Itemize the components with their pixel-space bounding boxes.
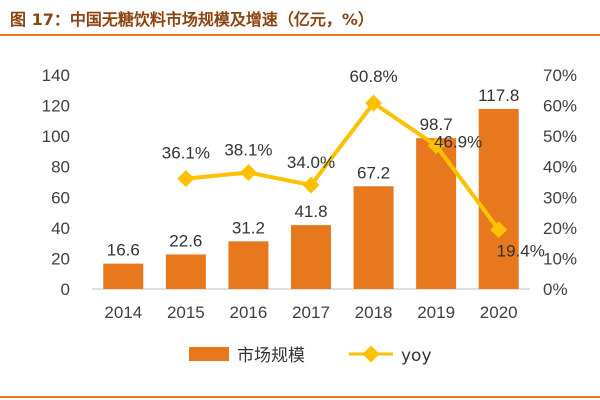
left-axis-ticks: 0 20 40 60 80 100 120 140 [42,66,70,299]
bar [228,241,269,289]
y2-tick-label: 70% [543,66,577,85]
yoy-marker [490,221,508,239]
yoy-value-label: 38.1% [224,141,272,160]
legend: 市场规模 yoy [189,345,432,366]
legend-line-label: yoy [401,346,432,366]
bar-value-label: 98.7 [420,115,453,134]
x-tick-label: 2016 [230,303,268,322]
y-tick-label: 120 [42,97,70,116]
y-tick-label: 140 [42,66,70,85]
bar [416,138,457,289]
y2-tick-label: 20% [543,219,577,238]
top-rule [0,34,600,36]
bar [291,225,331,289]
legend-bar-label: 市场规模 [237,346,305,366]
line-labels: 36.1% 38.1% 34.0% 60.8% 46.9% 19.4% [162,67,545,261]
y2-tick-label: 40% [543,158,577,177]
y-tick-label: 60 [51,188,70,207]
yoy-value-label: 60.8% [349,67,397,86]
bar [165,254,206,289]
bar-value-label: 16.6 [107,241,140,260]
bar-value-label: 67.2 [357,163,390,182]
y2-tick-label: 50% [543,127,577,146]
y-tick-label: 100 [42,127,70,146]
bar [353,186,394,289]
x-tick-label: 2018 [355,303,393,322]
yoy-marker [239,164,257,182]
yoy-value-label: 46.9% [434,133,482,152]
yoy-value-label: 19.4% [497,242,545,261]
right-axis-ticks: 0% 10% 20% 30% 40% 50% 60% 70% [543,66,577,299]
x-tick-label: 2020 [480,303,518,322]
yoy-value-label: 34.0% [287,153,335,172]
y2-tick-label: 10% [543,249,577,268]
y2-tick-label: 60% [543,97,577,116]
y2-tick-label: 0% [543,280,568,299]
x-tick-label: 2014 [104,303,142,322]
legend-line-marker [362,345,380,363]
yoy-marker [302,176,320,194]
x-tick-label: 2017 [292,303,330,322]
x-tick-label: 2015 [167,303,205,322]
y-tick-label: 80 [51,158,70,177]
bar-series [103,108,519,289]
yoy-value-label: 36.1% [162,144,210,163]
yoy-line [185,101,501,231]
bar-value-label: 22.6 [169,231,202,250]
line-series [177,94,508,239]
y2-tick-label: 30% [543,188,577,207]
yoy-marker [177,170,195,188]
y-tick-label: 20 [51,249,70,268]
yoy-marker [365,94,383,112]
legend-bar-swatch [189,347,229,361]
bar-value-label: 117.8 [478,86,519,105]
x-axis-labels: 2014 2015 2016 2017 2018 2019 2020 [104,303,517,322]
x-tick-label: 2019 [417,303,455,322]
bar-value-label: 41.8 [294,202,327,221]
y-tick-label: 0 [61,280,70,299]
bar-labels: 16.6 22.6 31.2 41.8 67.2 98.7 117.8 [107,86,520,260]
bottom-rule [0,396,600,398]
bar [478,108,519,289]
y-tick-label: 40 [51,219,70,238]
bar [103,263,144,289]
bar-value-label: 31.2 [232,218,265,237]
chart-title: 图 17：中国无糖饮料市场规模及增速（亿元，%） [10,10,374,29]
yoy-marker [427,137,445,155]
